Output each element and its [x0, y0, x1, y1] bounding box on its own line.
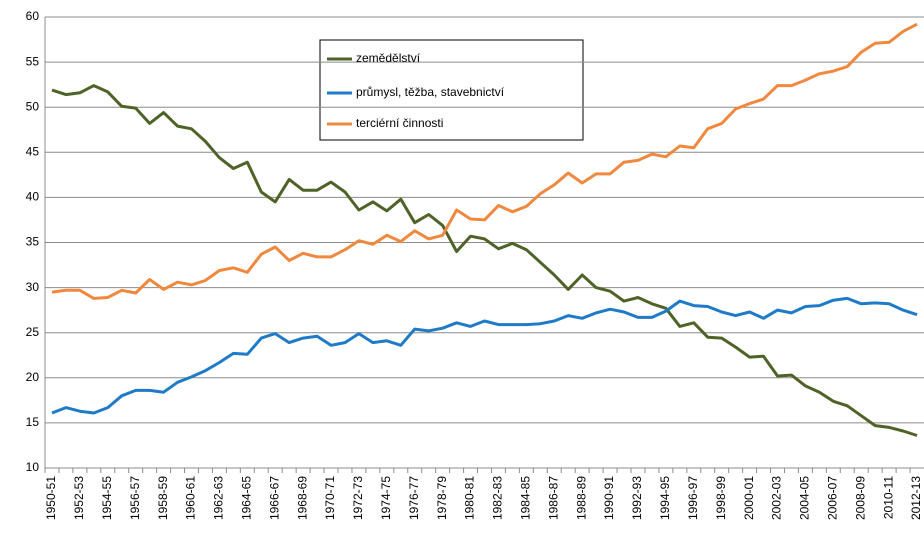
legend-label: terciérní činnosti [356, 116, 443, 130]
x-tick-label: 1966-67 [267, 476, 281, 520]
y-tick-label: 35 [26, 235, 40, 249]
legend-label: průmysl, těžba, stavebnictví [356, 85, 505, 99]
x-tick-label: 1996-97 [686, 476, 700, 520]
x-tick-label: 1960-61 [184, 476, 198, 520]
x-tick-label: 1956-57 [128, 476, 142, 520]
x-tick-label: 2010-11 [881, 476, 895, 519]
y-tick-label: 25 [26, 325, 40, 339]
x-tick-label: 1990-91 [602, 476, 616, 520]
series-line [51, 296, 918, 415]
legend-box [319, 39, 584, 141]
x-tick-label: 2004-05 [798, 476, 812, 520]
x-tick-label: 1976-77 [407, 476, 421, 520]
series-line [51, 84, 918, 437]
x-tick-label: 1952-53 [72, 476, 86, 520]
y-tick-label: 20 [26, 370, 40, 384]
x-tick-label: 1994-95 [658, 476, 672, 520]
x-tick-label: 1992-93 [630, 476, 644, 520]
x-tick-label: 1984-85 [519, 476, 533, 520]
y-tick-label: 45 [26, 144, 40, 158]
y-tick-label: 30 [26, 280, 40, 294]
x-tick-label: 1978-79 [435, 476, 449, 520]
x-tick-label: 1974-75 [379, 476, 393, 520]
x-tick-label: 1986-87 [546, 476, 560, 520]
x-tick-label: 1972-73 [351, 476, 365, 520]
x-tick-label: 2008-09 [853, 476, 867, 520]
y-tick-label: 15 [26, 415, 40, 429]
x-tick-label: 1998-99 [714, 476, 728, 520]
x-tick-label: 2012-13 [909, 476, 923, 520]
x-tick-label: 2006-07 [825, 476, 839, 520]
x-tick-label: 1988-89 [574, 476, 588, 520]
x-tick-label: 1962-63 [212, 476, 226, 520]
series-line [51, 22, 918, 300]
x-tick-label: 1982-83 [491, 476, 505, 520]
y-tick-label: 55 [26, 54, 40, 68]
x-tick-label: 1958-59 [156, 476, 170, 520]
x-tick-label: 1970-71 [323, 476, 337, 520]
legend-label: zemědělství [356, 51, 421, 65]
x-tick-label: 1964-65 [239, 476, 253, 520]
y-tick-label: 60 [26, 9, 40, 23]
x-tick-label: 2002-03 [770, 476, 784, 520]
x-tick-label: 1968-69 [295, 476, 309, 520]
x-tick-label: 1980-81 [463, 476, 477, 520]
y-tick-label: 40 [26, 190, 40, 204]
y-tick-label: 50 [26, 99, 40, 113]
x-tick-label: 1950-51 [44, 476, 58, 520]
y-tick-label: 10 [26, 460, 40, 474]
x-tick-label: 1954-55 [100, 476, 114, 520]
x-tick-label: 2000-01 [742, 476, 756, 520]
